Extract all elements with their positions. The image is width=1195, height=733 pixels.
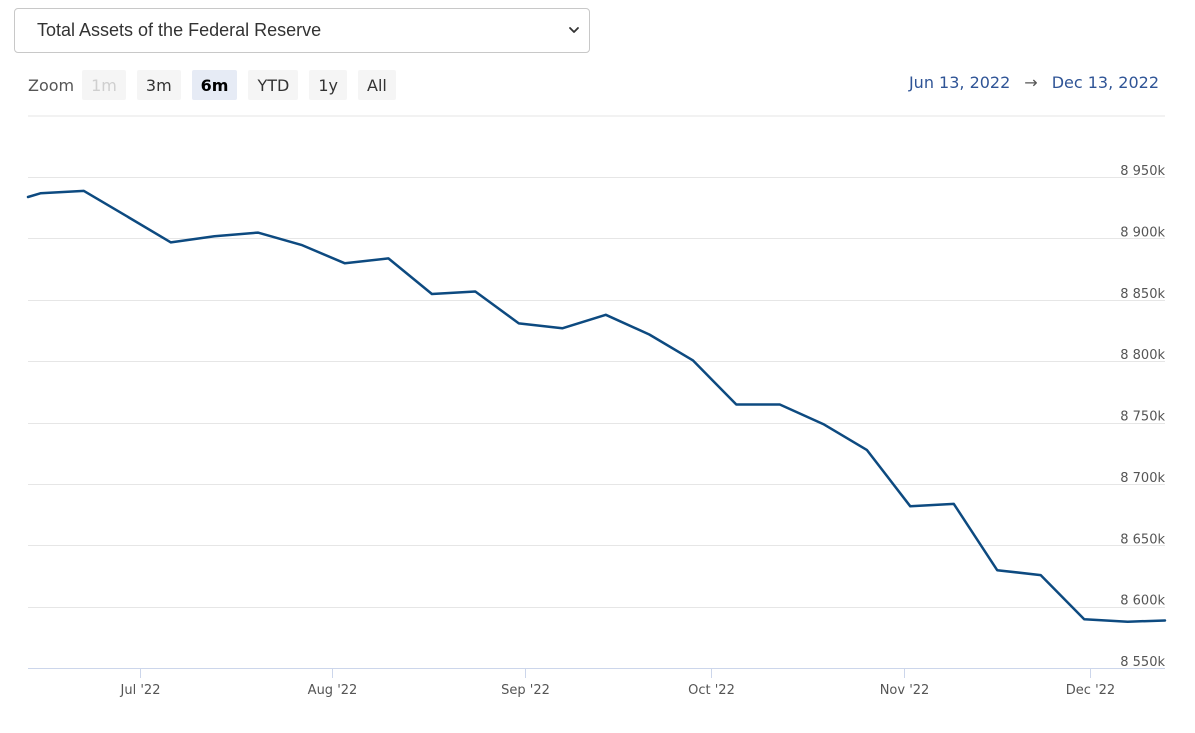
zoom-1y-button[interactable]: 1y: [309, 70, 347, 100]
date-range: Jun 13, 2022 → Dec 13, 2022: [909, 73, 1159, 92]
y-tick-label: 8 800k: [1120, 348, 1165, 363]
x-tick-label: Aug '22: [308, 683, 358, 698]
data-point[interactable]: [165, 236, 177, 248]
x-tick-label: Jul '22: [120, 683, 161, 698]
data-point[interactable]: [991, 564, 1003, 576]
data-point[interactable]: [600, 309, 612, 321]
zoom-all-button[interactable]: All: [358, 70, 396, 100]
series-line: [26, 189, 1167, 623]
y-tick-label: 8 950k: [1120, 164, 1165, 179]
data-point[interactable]: [643, 329, 655, 341]
series-layer: [22, 185, 1171, 628]
data-point[interactable]: [295, 239, 307, 251]
data-point[interactable]: [78, 185, 90, 197]
x-tick-label: Nov '22: [880, 683, 930, 698]
x-tick-label: Oct '22: [688, 683, 735, 698]
y-tick-label: 8 700k: [1120, 471, 1165, 486]
data-point[interactable]: [469, 286, 481, 298]
data-point[interactable]: [904, 500, 916, 512]
data-point[interactable]: [382, 252, 394, 264]
zoom-label: Zoom: [28, 75, 75, 95]
y-tick-label: 8 600k: [1120, 594, 1165, 609]
data-point[interactable]: [208, 230, 220, 242]
data-point[interactable]: [339, 257, 351, 269]
zoom-toolbar: Zoom 1m 3m 6m YTD 1y All: [28, 70, 407, 100]
data-point[interactable]: [34, 187, 46, 199]
x-tick-label: Sep '22: [501, 683, 550, 698]
y-tick-label: 8 550k: [1120, 655, 1165, 670]
y-tick-label: 8 750k: [1120, 410, 1165, 425]
zoom-3m-button[interactable]: 3m: [136, 70, 181, 100]
data-point[interactable]: [1122, 616, 1134, 628]
x-axis: Jul '22 Aug '22 Sep '22 Oct '22 Nov '22 Dec '…: [28, 668, 1165, 698]
data-point[interactable]: [730, 399, 742, 411]
data-point[interactable]: [121, 211, 133, 223]
grid-lines: [28, 115, 1165, 608]
zoom-6m-button[interactable]: 6m: [191, 70, 238, 100]
data-point[interactable]: [948, 498, 960, 510]
data-point[interactable]: [426, 288, 438, 300]
zoom-ytd-button[interactable]: YTD: [248, 70, 299, 100]
zoom-1m-button[interactable]: 1m: [82, 70, 126, 100]
data-point[interactable]: [1078, 613, 1090, 625]
y-axis-labels: 8 550k 8 600k 8 650k 8 700k 8 750k 8 800k 8 85…: [1120, 164, 1165, 670]
y-tick-label: 8 650k: [1120, 532, 1165, 547]
x-tick-label: Dec '22: [1066, 683, 1115, 698]
series-select-value: Total Assets of the Federal Reserve: [37, 20, 322, 40]
range-to-date[interactable]: Dec 13, 2022: [1051, 73, 1159, 92]
data-point[interactable]: [22, 191, 34, 203]
data-point[interactable]: [1159, 615, 1171, 627]
data-point[interactable]: [1035, 569, 1047, 581]
data-point[interactable]: [774, 399, 786, 411]
data-point[interactable]: [687, 354, 699, 366]
y-tick-label: 8 850k: [1120, 287, 1165, 302]
data-point[interactable]: [817, 418, 829, 430]
data-point[interactable]: [861, 444, 873, 456]
data-point[interactable]: [252, 227, 264, 239]
chevron-down-icon: [569, 27, 579, 33]
y-tick-label: 8 900k: [1120, 225, 1165, 240]
range-arrow-icon: →: [1024, 73, 1038, 92]
series-select[interactable]: Total Assets of the Federal Reserve: [14, 8, 590, 53]
range-from-date[interactable]: Jun 13, 2022: [908, 73, 1011, 92]
data-point[interactable]: [513, 317, 525, 329]
data-point[interactable]: [556, 322, 568, 334]
